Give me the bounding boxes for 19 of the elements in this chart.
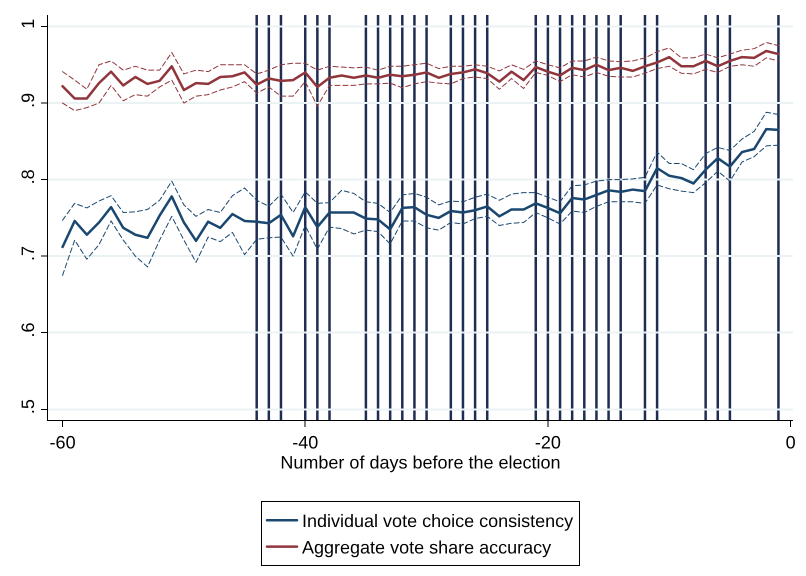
y-tick-label: .5 (18, 399, 38, 414)
line-series (61, 128, 780, 248)
y-tick-label: .6 (18, 322, 38, 338)
y-tick-label: .8 (18, 169, 38, 184)
line-series (62, 57, 779, 112)
line-series (62, 42, 779, 90)
x-tick-label: -40 (292, 432, 318, 453)
x-axis-title: Number of days before the election (280, 452, 561, 473)
x-tick-label: -60 (50, 432, 76, 453)
line-series (62, 112, 779, 221)
y-tick-label: .9 (18, 92, 38, 108)
y-tick-label: .7 (18, 246, 38, 261)
legend-label: Aggregate vote share accuracy (302, 538, 552, 558)
legend-label: Individual vote choice consistency (302, 511, 574, 532)
y-tick-label: 1 (18, 18, 38, 29)
line-series (61, 50, 780, 100)
line-series (62, 144, 779, 276)
x-tick-label: -20 (534, 432, 561, 453)
x-tick-label: 0 (786, 432, 796, 453)
